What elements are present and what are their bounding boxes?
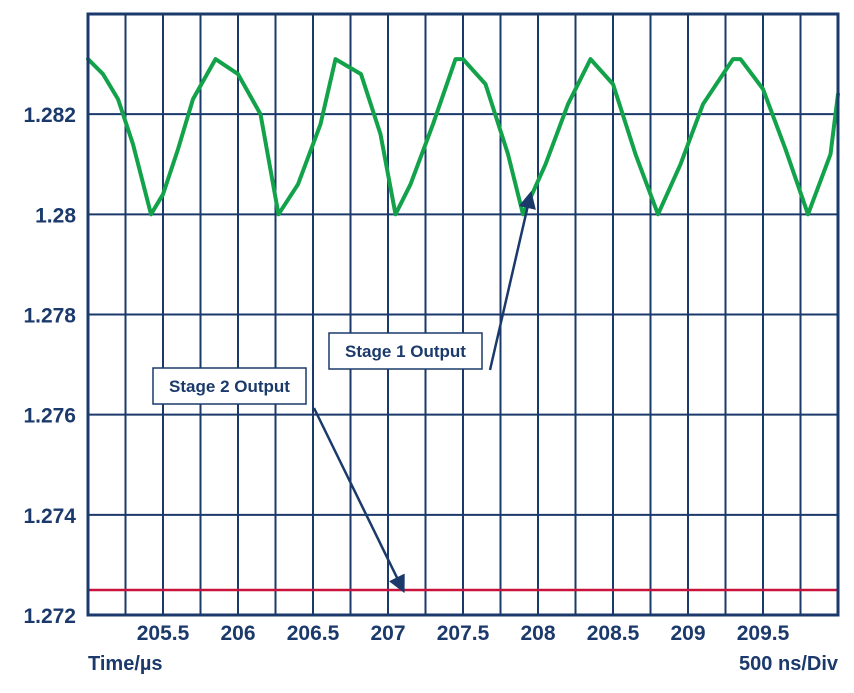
annotation-box [152, 367, 307, 405]
x-tick-label: 207.5 [437, 622, 490, 645]
annotation-box [328, 332, 483, 370]
x-tick-label: 205.5 [137, 622, 190, 645]
x-tick-label: 208.5 [587, 622, 640, 645]
annotation-arrow [488, 190, 536, 371]
annotation-arrow [312, 407, 405, 594]
y-tick-label: 1.276 [23, 405, 76, 428]
series-layer [86, 57, 840, 592]
x-tick-label: 209.5 [737, 622, 790, 645]
y-tick-label: 1.28 [35, 204, 76, 227]
x-tick-label: 207 [370, 622, 405, 645]
y-tick-label: 1.278 [23, 305, 76, 328]
x-tick-label: 206 [220, 622, 255, 645]
x-axis-label: Time/µs [88, 653, 163, 675]
x-tick-labels: 205.5 206 206.5 207 207.5 208 208.5 209 209.5 [137, 622, 790, 645]
y-tick-labels: 1.282 1.28 1.278 1.276 1.274 1.272 [23, 104, 76, 628]
series-line-1 [86, 57, 840, 217]
y-tick-label: 1.274 [23, 505, 76, 528]
horizontal-gridlines [88, 113, 838, 516]
annotation-label: Stage 2 Output [169, 377, 290, 396]
y-tick-label: 1.282 [23, 104, 76, 127]
plot-frame [86, 12, 840, 617]
x-tick-label: 209 [670, 622, 705, 645]
annotation-label: Stage 1 Output [345, 342, 466, 361]
x-tick-label: 206.5 [287, 622, 340, 645]
annotations: Stage 1 Output Stage 2 Output [152, 190, 536, 594]
x-tick-label: 208 [520, 622, 555, 645]
scale-label: 500 ns/Div [739, 653, 839, 675]
y-tick-label: 1.272 [23, 605, 76, 628]
